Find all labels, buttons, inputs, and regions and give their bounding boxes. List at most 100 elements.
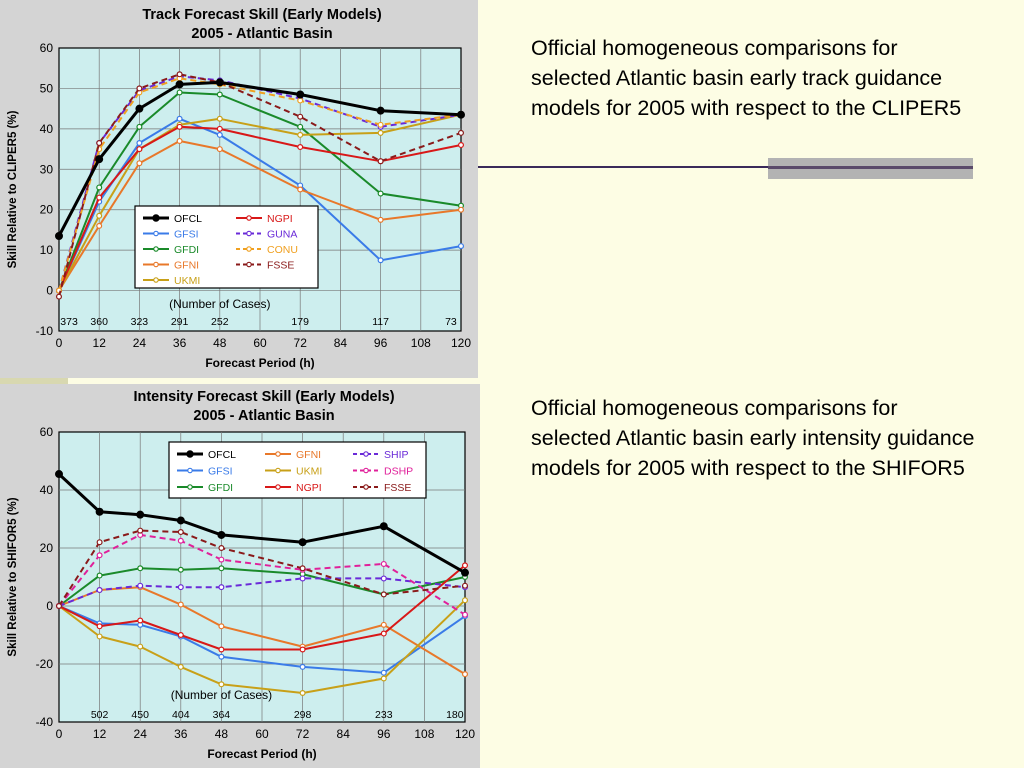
data-point-gfsi <box>299 663 306 670</box>
data-point-fsse <box>458 129 465 136</box>
series-line-dshp <box>58 533 466 616</box>
x-tick-label: 108 <box>414 727 434 741</box>
data-point-ship <box>299 575 306 582</box>
case-count-label: 404 <box>172 709 190 721</box>
case-count-label: 298 <box>294 709 312 721</box>
x-tick-label: 0 <box>56 727 63 741</box>
data-point-gfsi <box>216 131 223 138</box>
case-count-label: 323 <box>131 316 149 328</box>
legend-marker-ukmi <box>275 467 281 474</box>
y-tick-label: -10 <box>36 324 54 338</box>
y-tick-label: -20 <box>36 657 54 671</box>
legend-box <box>168 441 427 499</box>
y-tick-label: 30 <box>40 162 54 176</box>
divider-bar-accent <box>768 166 973 169</box>
y-axis-label: Skill Relative to SHIFOR5 (%) <box>7 497 19 656</box>
y-axis-label: Skill Relative to CLIPER5 (%) <box>7 110 19 268</box>
data-point-ship <box>380 575 387 582</box>
data-point-ofcl <box>95 507 104 516</box>
case-count-label: 73 <box>445 316 457 328</box>
cases-label: (Number of Cases) <box>169 297 270 311</box>
case-count-label: 373 <box>60 316 78 328</box>
x-tick-label: 96 <box>374 336 388 350</box>
data-point-ngpi <box>299 646 306 653</box>
data-point-ngpi <box>137 617 144 624</box>
data-point-dshp <box>462 611 469 618</box>
x-tick-label: 120 <box>451 336 471 350</box>
y-tick-label: 20 <box>40 203 54 217</box>
y-tick-label: 40 <box>40 122 54 136</box>
legend-marker-gfdi <box>153 246 159 252</box>
cases-label: (Number of Cases) <box>171 688 272 702</box>
data-point-ship <box>177 584 184 591</box>
data-point-ukmi <box>218 681 225 688</box>
x-tick-label: 84 <box>334 336 348 350</box>
legend-marker-ngpi <box>275 484 281 490</box>
legend-label-gfni: GFNI <box>296 449 321 461</box>
x-tick-label: 24 <box>134 727 148 741</box>
legend-label-conu: CONU <box>267 244 298 256</box>
chart-subtitle: 2005 - Atlantic Basin <box>191 26 332 42</box>
data-point-fsse <box>136 85 143 92</box>
data-point-ukmi <box>137 643 144 650</box>
case-count-label: 360 <box>90 316 108 328</box>
data-point-ofcl <box>457 110 466 119</box>
intensity-description: Official homogeneous comparisons for sel… <box>531 396 975 480</box>
data-point-ngpi <box>458 142 465 149</box>
case-count-label: 364 <box>213 709 231 721</box>
series-line-ngpi <box>58 125 462 291</box>
series-line-gfdi <box>58 567 466 607</box>
legend-label-ship: SHIP <box>384 449 409 461</box>
data-point-fsse <box>55 293 62 300</box>
series-line-fsse <box>58 529 466 607</box>
chart-subtitle: 2005 - Atlantic Basin <box>193 408 334 424</box>
data-point-fsse <box>176 71 183 78</box>
data-point-gfni <box>177 601 184 608</box>
series-line-gfsi <box>58 605 466 674</box>
data-point-ngpi <box>177 632 184 639</box>
legend-label-guna: GUNA <box>267 229 297 241</box>
data-point-ship <box>218 584 225 591</box>
legend-marker-ship <box>363 451 369 457</box>
legend-label-dshp: DSHP <box>384 466 413 478</box>
x-tick-label: 84 <box>337 727 351 741</box>
data-point-ngpi <box>96 623 103 630</box>
legend-label-ofcl: OFCL <box>174 213 202 225</box>
legend-marker-dshp <box>363 467 369 474</box>
data-point-gfdi <box>177 566 184 573</box>
x-tick-label: 72 <box>296 727 310 741</box>
track-skill-chart: Track Forecast Skill (Early Models) 2005 … <box>0 0 478 378</box>
x-tick-label: 36 <box>173 336 187 350</box>
data-point-ngpi <box>176 123 183 130</box>
data-point-gfsi <box>458 243 465 250</box>
x-tick-label: 48 <box>213 336 227 350</box>
x-tick-label: 60 <box>253 336 267 350</box>
case-count-label: 179 <box>291 316 309 328</box>
data-point-dshp <box>218 556 225 563</box>
data-point-ukmi <box>299 690 306 697</box>
y-tick-label: 40 <box>40 483 54 497</box>
legend-marker-guna <box>246 230 252 237</box>
data-point-gfsi <box>380 669 387 676</box>
chart-title: Intensity Forecast Skill (Early Models) <box>133 389 394 405</box>
legend-label-gfdi: GFDI <box>208 482 233 494</box>
legend-marker-conu <box>246 246 252 252</box>
series-line-ofcl <box>57 473 466 575</box>
data-point-fsse <box>55 603 62 610</box>
data-point-ngpi <box>136 146 143 153</box>
data-point-gfni <box>377 216 384 223</box>
legend-label-ofcl: OFCL <box>208 449 236 461</box>
data-point-gfni <box>96 222 103 229</box>
case-count-label: 233 <box>375 709 393 721</box>
data-point-dshp <box>177 537 184 544</box>
data-point-gfdi <box>297 123 304 130</box>
y-tick-label: -40 <box>36 715 54 729</box>
series-fsse <box>55 71 465 300</box>
data-point-conu <box>297 97 304 104</box>
data-point-gfni <box>462 671 469 678</box>
track-description: Official homogeneous comparisons for sel… <box>531 36 962 120</box>
series-line-guna <box>58 75 462 291</box>
y-tick-label: 20 <box>40 541 54 555</box>
series-line-ship <box>58 577 466 607</box>
data-point-gfni <box>176 137 183 144</box>
